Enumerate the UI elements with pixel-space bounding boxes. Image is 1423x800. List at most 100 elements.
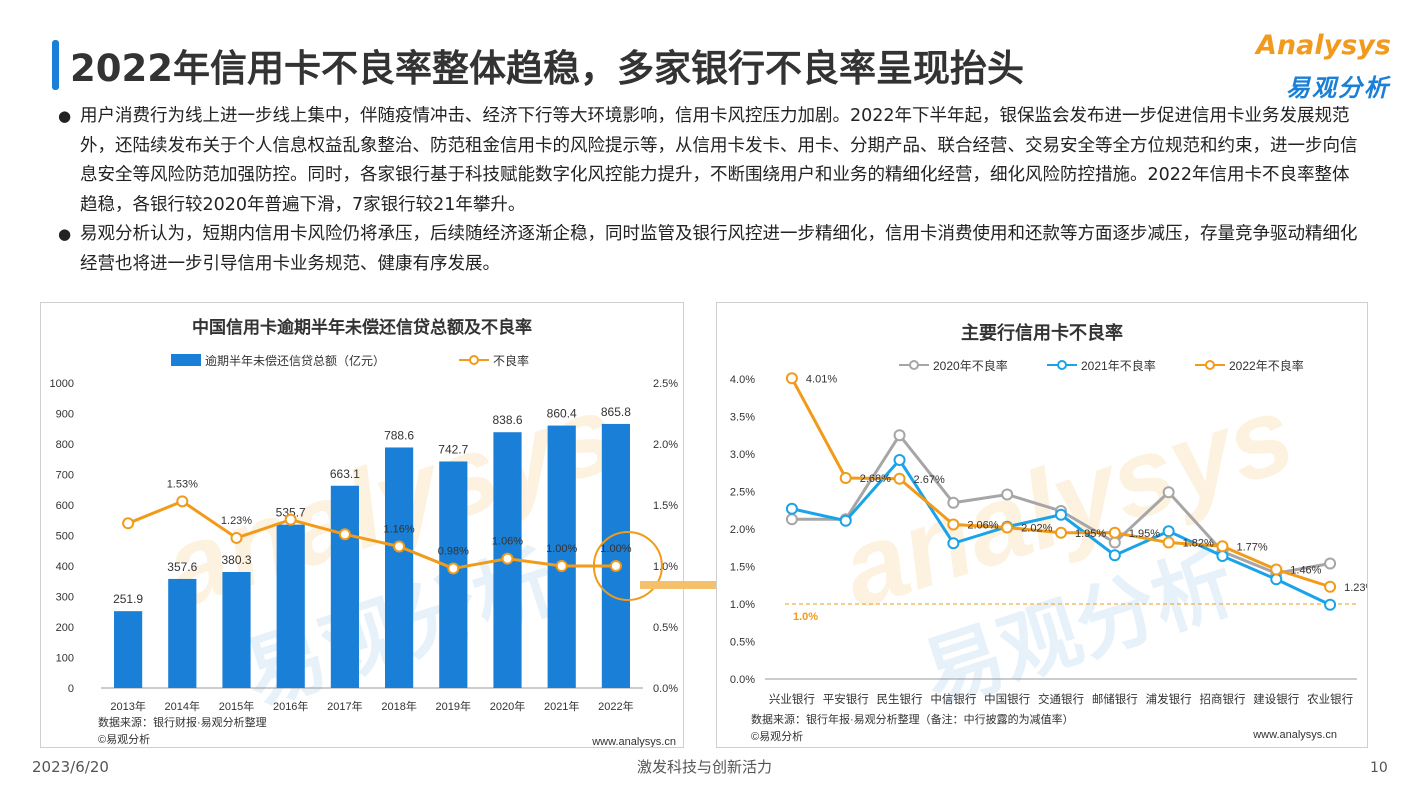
series-value-label: 2.68% (860, 473, 891, 485)
logo-chinese: 易观分析 (1286, 74, 1390, 102)
x-tick-label: 2017年 (327, 699, 362, 713)
bar-value-label: 663.1 (330, 467, 360, 481)
series-point (1270, 563, 1283, 576)
y-tick: 3.5% (730, 412, 755, 424)
npl-rate-point (555, 560, 568, 572)
page-title: 2022年信用卡不良率整体趋稳，多家银行不良率呈现抬头 (70, 47, 1024, 90)
npl-rate-label: 1.00% (546, 543, 577, 555)
bar-value-label: 742.7 (438, 442, 468, 456)
reference-label: 1.0% (793, 611, 818, 623)
x-tick-label: 农业银行 (1307, 692, 1353, 706)
series-point (1162, 486, 1175, 499)
npl-rate-point (609, 560, 622, 572)
series-point (1270, 573, 1283, 586)
series-value-label: 1.95% (1075, 528, 1106, 540)
footer-slogan: 激发科技与创新活力 (637, 758, 773, 776)
npl-rate-label: 1.53% (167, 478, 198, 490)
x-tick-label: 2022年 (598, 699, 633, 713)
analysys-logo: Analysys 易观分析 (1256, 30, 1401, 102)
bar-value-label: 535.7 (276, 506, 306, 520)
bar (385, 447, 414, 688)
x-tick-label: 2014年 (165, 699, 200, 713)
bar (601, 423, 630, 688)
overdue-credit-chart: analysys易观分析中国信用卡逾期半年未偿还信贷总额及不良率逾期半年未偿还信… (50, 317, 679, 747)
npl-rate-label: 0.98% (438, 545, 469, 557)
x-tick-label: 浦发银行 (1146, 692, 1192, 706)
left-chart-panel: analysys易观分析中国信用卡逾期半年未偿还信贷总额及不良率逾期半年未偿还信… (40, 302, 684, 748)
series-point (785, 513, 798, 526)
x-tick-label: 建设银行 (1253, 692, 1299, 706)
legend-marker (909, 360, 919, 370)
y-right-tick: 0.5% (653, 622, 678, 634)
npl-rate-label: 1.06% (492, 536, 523, 548)
series-value-label: 1.23% (1344, 582, 1367, 594)
x-tick-label: 2016年 (273, 699, 308, 713)
x-tick-label: 中信银行 (930, 692, 976, 706)
data-source: 数据来源：银行年报·易观分析整理（备注：中行披露的为减值率） (751, 712, 1074, 726)
x-tick-label: 招商银行 (1199, 692, 1245, 706)
highlight-circle (592, 531, 663, 601)
series-point (1216, 540, 1229, 553)
series-point (1162, 525, 1175, 538)
site-url: www.analysys.cn (591, 736, 676, 747)
npl-rate-point (284, 513, 297, 526)
bar-value-label: 860.4 (547, 407, 577, 421)
bar (276, 524, 305, 688)
y-tick: 3.0% (730, 449, 755, 461)
x-tick-label: 邮储银行 (1092, 692, 1138, 706)
series-value-label: 2.67% (914, 474, 945, 486)
x-tick-label: 2018年 (381, 699, 416, 713)
series-point (1108, 526, 1121, 539)
legend-line-label: 不良率 (493, 353, 529, 368)
legend-bar-swatch (171, 354, 201, 366)
legend-label: 2022年不良率 (1229, 358, 1304, 373)
y-right-tick: 2.0% (653, 439, 678, 451)
bar (547, 425, 576, 688)
series-value-label: 1.82% (1183, 538, 1214, 550)
legend-label: 2020年不良率 (933, 358, 1008, 373)
series-value-label: 2.02% (1021, 523, 1052, 535)
x-tick-label: 2021年 (544, 699, 579, 713)
series-point (1001, 488, 1014, 501)
series-point (1055, 526, 1067, 539)
y-left-tick: 100 (56, 653, 74, 665)
site-url: www.analysys.cn (1252, 729, 1337, 741)
series-point (1216, 550, 1229, 562)
y-left-tick: 0 (68, 683, 74, 695)
x-tick-label: 2015年 (219, 699, 254, 713)
legend-marker (1057, 360, 1067, 370)
series-point (785, 502, 798, 515)
legend-line-marker (469, 355, 479, 365)
y-left-tick: 300 (56, 592, 74, 604)
series-point (893, 472, 906, 485)
bar (114, 611, 143, 688)
bar (168, 578, 197, 688)
y-right-tick: 1.5% (653, 500, 678, 512)
x-tick-label: 2019年 (436, 699, 471, 713)
series-point (1001, 521, 1014, 534)
series-point (1324, 580, 1337, 593)
bar-value-label: 788.6 (384, 428, 414, 442)
x-tick-label: 2020年 (490, 699, 525, 713)
y-right-tick: 2.5% (653, 378, 678, 390)
y-tick: 2.5% (730, 487, 755, 499)
y-left-tick: 700 (56, 470, 74, 482)
series-point (893, 454, 906, 466)
series-point (785, 372, 798, 385)
npl-rate-label: 1.23% (221, 515, 252, 527)
x-tick-label: 平安银行 (823, 692, 869, 706)
npl-rate-label: 1.00% (600, 543, 631, 555)
series-point (839, 472, 852, 484)
page-number: 10 (1370, 760, 1388, 776)
npl-rate-point (338, 528, 351, 541)
npl-rate-label: 1.16% (383, 523, 414, 535)
logo-english: Analysys (1256, 30, 1391, 61)
npl-rate-point (447, 562, 460, 575)
y-tick: 1.0% (730, 599, 755, 611)
bar (330, 485, 359, 688)
series-value-label: 1.46% (1290, 565, 1321, 577)
y-left-tick: 500 (56, 531, 74, 543)
right-chart-panel: analysys 易观分析 主要行信用卡不良率 2020年不良率 2021年不良率 202… (716, 302, 1368, 748)
copyright: ©易观分析 (98, 732, 150, 746)
